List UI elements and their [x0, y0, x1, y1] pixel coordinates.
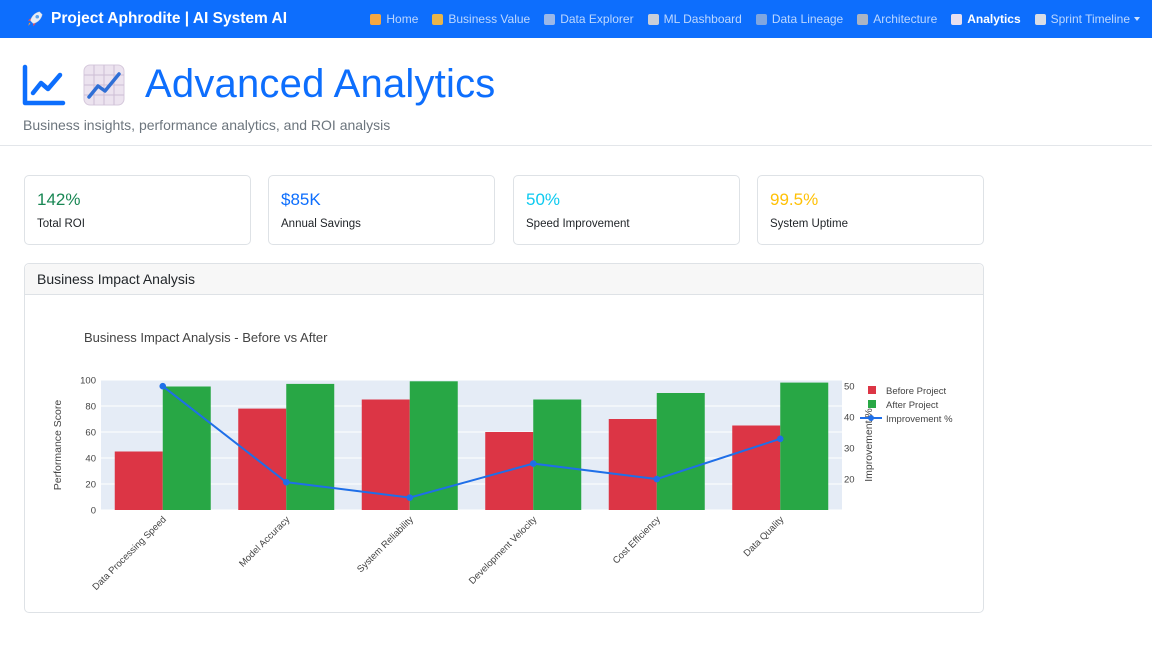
legend-label-improvement: Improvement % [886, 414, 953, 425]
robot-icon [647, 13, 659, 25]
page-subtitle: Business insights, performance analytics… [23, 117, 391, 133]
kpi-label: System Uptime [770, 218, 848, 230]
legend-label-after: After Project [886, 400, 939, 411]
nav-item-label: Architecture [873, 12, 938, 26]
nav-item-label: Data Lineage [771, 12, 844, 26]
nav-item-label: Analytics [967, 12, 1021, 26]
nav-item-data-lineage[interactable]: Data Lineage [755, 12, 844, 26]
nav-item-ml-dashboard[interactable]: ML Dashboard [647, 12, 742, 26]
rocket-icon [27, 11, 43, 27]
x-tick-label: Model Accuracy [237, 514, 292, 569]
chart-increasing-icon [951, 13, 963, 25]
bar-before-project [361, 399, 410, 510]
y-tick-label: 40 [85, 454, 96, 465]
kpi-value: 50% [526, 190, 561, 209]
bar-chart-icon [544, 13, 556, 25]
legend-marker-improvement [868, 415, 874, 421]
kpi-label: Annual Savings [281, 218, 361, 230]
kpi-value: 142% [37, 190, 81, 209]
bar-before-project [238, 408, 287, 510]
improvement-point [406, 494, 414, 501]
nav-menu: Home Business Value Data Explorer ML Dashbo… [356, 0, 1140, 38]
kpi-card-speed-improvement: 50% Speed Improvement [513, 175, 740, 245]
x-tick-label: Development Velocity [467, 514, 540, 587]
bar-before-project [732, 425, 781, 510]
line-chart-icon [22, 64, 66, 105]
x-tick-label: Data Processing Speed [91, 514, 169, 592]
money-bag-icon [432, 13, 444, 25]
y-tick-label: 0 [91, 506, 96, 517]
x-tick-label: System Reliability [355, 514, 416, 575]
bar-before-project [608, 419, 657, 510]
legend-swatch-after [868, 400, 876, 408]
y2-tick-label: 20 [844, 475, 855, 486]
y2-tick-label: 50 [844, 382, 855, 393]
business-impact-chart[interactable]: 0 20 40 60 80 100 20 30 40 50 Data Processing Spee… [25, 295, 983, 612]
nav-item-label: Home [386, 12, 419, 26]
bar-after-project [656, 393, 705, 510]
page-title: Advanced Analytics [145, 62, 496, 106]
bar-after-project [780, 382, 829, 510]
nav-item-analytics[interactable]: Analytics [951, 12, 1021, 26]
bar-after-project [286, 383, 335, 510]
nav-item-label: Sprint Timeline [1050, 12, 1130, 26]
y2-tick-label: 40 [844, 413, 855, 424]
y-tick-label: 100 [80, 376, 96, 387]
calendar-icon [1034, 13, 1046, 25]
y-axis-title: Performance Score [52, 400, 64, 491]
navbar: Project Aphrodite | AI System AI Home Bus… [0, 0, 1152, 38]
chart-increasing-icon [83, 64, 125, 105]
kpi-label: Speed Improvement [526, 218, 630, 230]
brand-text: Project Aphrodite | AI System AI [51, 10, 288, 27]
improvement-point [159, 382, 167, 390]
improvement-point [529, 460, 537, 467]
nav-item-data-explorer[interactable]: Data Explorer [544, 12, 634, 26]
improvement-point [653, 475, 661, 483]
improvement-line [162, 385, 781, 499]
legend-label-before: Before Project [886, 386, 947, 397]
navbar-brand[interactable]: Project Aphrodite | AI System AI [26, 0, 287, 38]
house-icon [370, 13, 382, 25]
kpi-label: Total ROI [37, 218, 85, 230]
nav-item-architecture[interactable]: Architecture [857, 12, 937, 26]
improvement-point [282, 478, 290, 486]
kpi-card-system-uptime: 99.5% System Uptime [757, 175, 984, 245]
nav-item-label: Data Explorer [560, 12, 634, 26]
business-impact-card: Business Impact Analysis 0 20 40 60 80 100 20 3… [24, 263, 984, 613]
nav-item-business-value[interactable]: Business Value [432, 12, 530, 26]
bar-after-project [533, 399, 582, 510]
y2-tick-label: 30 [844, 444, 855, 455]
nav-item-label: ML Dashboard [663, 12, 742, 26]
architecture-icon [857, 13, 869, 25]
lineage-icon [755, 13, 767, 25]
x-tick-label: Data Quality [742, 514, 787, 559]
chart-title: Business Impact Analysis - Before vs Aft… [84, 330, 328, 345]
caret-down-icon[interactable] [1134, 17, 1140, 21]
card-header: Business Impact Analysis [25, 264, 983, 295]
y-tick-label: 60 [85, 428, 96, 439]
bar-after-project [409, 381, 458, 510]
bar-before-project [114, 451, 163, 510]
page-header: Advanced Analytics Business insights, pe… [0, 38, 1152, 146]
nav-item-sprint-timeline[interactable]: Sprint Timeline [1034, 12, 1140, 26]
improvement-point [776, 435, 784, 443]
kpi-value: 99.5% [770, 190, 819, 209]
nav-item-home[interactable]: Home [370, 12, 418, 26]
x-tick-label: Cost Efficiency [611, 514, 663, 566]
y-tick-label: 80 [85, 402, 96, 413]
plot-background [101, 380, 842, 510]
y2-axis-title: Improvement % [863, 408, 875, 482]
kpi-card-total-roi: 142% Total ROI [24, 175, 251, 245]
nav-item-label: Business Value [448, 12, 531, 26]
legend-swatch-before [868, 386, 876, 394]
bar-after-project [162, 386, 211, 510]
y-tick-label: 20 [85, 480, 96, 491]
kpi-value: $85K [281, 190, 321, 209]
kpi-card-annual-savings: $85K Annual Savings [268, 175, 495, 245]
